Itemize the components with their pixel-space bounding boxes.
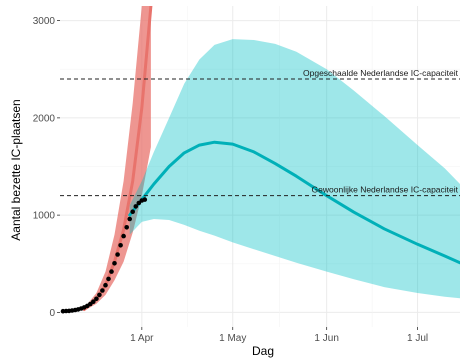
observed-point bbox=[106, 276, 111, 282]
observed-point bbox=[130, 209, 135, 214]
reference-line-label: Opgeschaalde Nederlandse IC-capaciteit bbox=[303, 68, 459, 78]
x-tick-label: 1 Jul bbox=[407, 333, 428, 344]
y-tick-label: 0 bbox=[49, 308, 55, 319]
observed-point bbox=[112, 261, 117, 266]
x-axis-title: Dag bbox=[252, 344, 274, 358]
observed-point bbox=[133, 204, 139, 209]
series-layer bbox=[60, 6, 460, 314]
observed-point bbox=[97, 292, 102, 298]
axis-ticks: 0 1000 2000 3000 1 Apr 1 May 1 Jun 1 Jul bbox=[33, 16, 428, 344]
observed-point bbox=[91, 299, 96, 305]
observed-point bbox=[100, 288, 105, 293]
confidence-band-0 bbox=[84, 6, 151, 311]
observed-point bbox=[142, 197, 148, 202]
forecast-line-3 bbox=[128, 140, 460, 265]
observed-point bbox=[127, 216, 132, 222]
confidence-band-2 bbox=[129, 39, 460, 299]
x-tick-label: 1 May bbox=[219, 333, 246, 344]
x-tick-label: 1 Apr bbox=[130, 333, 154, 344]
x-tick-label: 1 Jun bbox=[314, 333, 338, 344]
y-tick-label: 2000 bbox=[33, 113, 56, 124]
y-axis-title: Aantal bezette IC-plaatsen bbox=[9, 99, 23, 240]
y-tick-label: 1000 bbox=[33, 211, 56, 222]
observed-point bbox=[94, 296, 99, 302]
observed-point bbox=[115, 252, 120, 257]
observed-point bbox=[109, 269, 114, 274]
observed-point bbox=[118, 243, 123, 248]
reference-lines: Opgeschaalde Nederlandse IC-capaciteit Ge… bbox=[60, 68, 460, 197]
observed-point bbox=[103, 282, 108, 288]
reference-line-label: Gewoonlijke Nederlandse IC-capaciteit bbox=[312, 185, 459, 195]
observed-point bbox=[124, 225, 129, 230]
observed-point bbox=[121, 233, 126, 239]
y-tick-label: 3000 bbox=[33, 16, 56, 27]
